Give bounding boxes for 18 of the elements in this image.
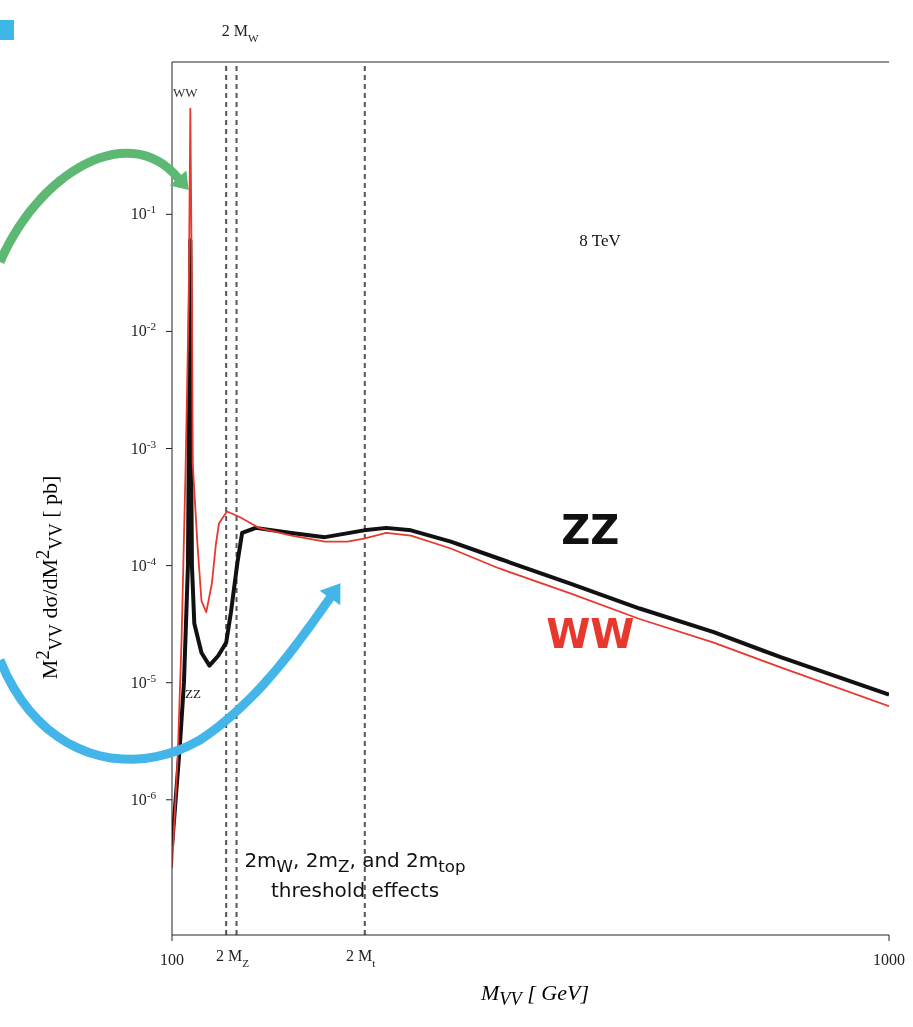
y-tick-label: 10$^{-3}$ <box>130 437 157 457</box>
annotation: 8 TeV <box>578 230 622 252</box>
annotation: WW <box>173 84 199 100</box>
y-tick-label: 10$^{-1}$ <box>130 203 156 223</box>
y-tick-label: 10$^{-6}$ <box>130 788 157 808</box>
series-label: ZZ <box>561 506 620 553</box>
x-tick-label: 1000 <box>873 951 905 968</box>
annotation: 2m$_{W}$, 2m$_{Z}$, and 2m$_{top}$ threshold effects <box>243 848 467 903</box>
ref-line-label: 2 M$_{W}$ <box>221 22 260 44</box>
x-tick-label: 100 <box>160 951 184 968</box>
y-tick-label: 10$^{-2}$ <box>130 320 156 340</box>
y-tick-label: 10$^{-5}$ <box>130 671 157 691</box>
annotation: ZZ <box>184 686 202 703</box>
y-tick-label: 10$^{-4}$ <box>130 554 157 574</box>
ref-line-label: 2 M$_{Z}$ <box>215 947 250 969</box>
ref-line-label: 2 M$_{t}$ <box>346 947 377 969</box>
series-label: WW <box>546 611 635 658</box>
x-axis-title: M$_{VV}$ [ GeV] <box>480 980 590 1011</box>
